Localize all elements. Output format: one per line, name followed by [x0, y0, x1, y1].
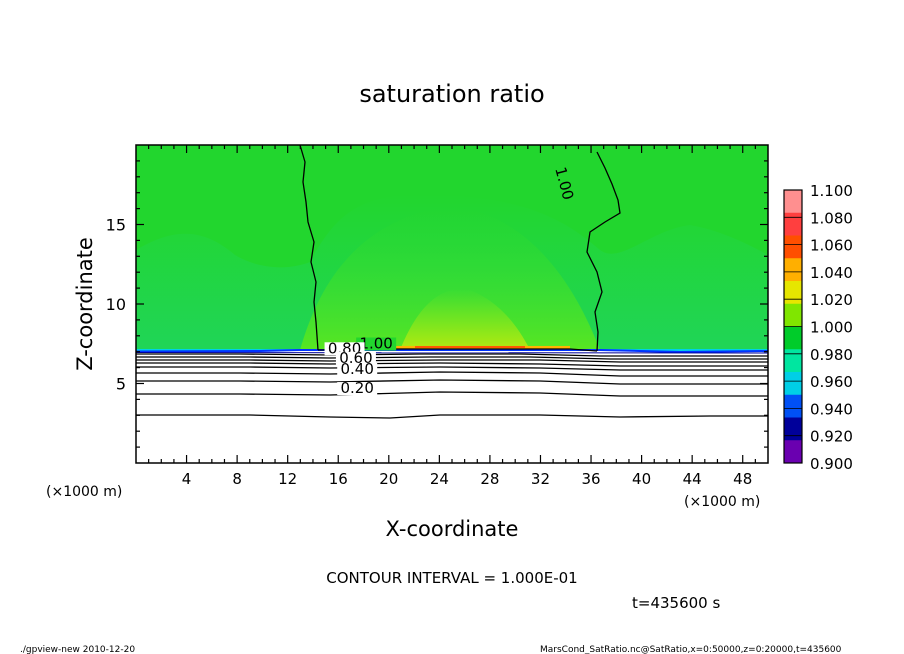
contour-lines: [136, 145, 768, 419]
colorbar-swatch: [784, 349, 802, 373]
contour-labels: 1.001.000.800.600.400.20: [324, 165, 577, 397]
contour-label-text: 0.60: [339, 349, 372, 367]
contour-label: 0.60: [335, 349, 376, 367]
contour-label-text: 1.00: [359, 335, 392, 353]
contour-label: 1.00: [356, 335, 397, 353]
contour-0.80: [136, 353, 768, 357]
colorbar-label: 0.940: [810, 400, 853, 418]
contour-label-bg: [337, 382, 378, 396]
y-tick-label: 5: [116, 375, 126, 394]
colorbar-label: 0.900: [810, 455, 853, 473]
contour-0.40: [136, 371, 768, 377]
x-tick-label: 8: [232, 470, 242, 488]
x-tick-label: 20: [379, 470, 398, 488]
colorbar-label: 1.060: [810, 237, 853, 255]
x-tick-label: 44: [683, 470, 702, 488]
colorbar-label: 0.920: [810, 428, 853, 446]
contour-0.60: [136, 362, 768, 367]
colorbar-label: 1.000: [810, 319, 853, 337]
y-tick-label: 15: [106, 216, 126, 235]
colorbar-label: 1.020: [810, 291, 853, 309]
colorbar-swatch: [784, 303, 802, 327]
contour-label-text: 0.40: [340, 360, 373, 378]
contour-1.00-left: [299, 145, 319, 351]
x-tick-label: 48: [733, 470, 752, 488]
colorbar-swatch: [784, 394, 802, 418]
colorbar-label: 0.980: [810, 346, 853, 364]
colorbar-swatch: [784, 417, 802, 441]
contour-0.30: [136, 379, 768, 385]
colorbar-swatch: [784, 212, 802, 236]
x-tick-label: 12: [278, 470, 297, 488]
colorbar-swatch: [784, 440, 802, 464]
contour-label: 0.20: [337, 379, 378, 397]
contour-0.20: [136, 391, 768, 397]
colorbar-label: 1.100: [810, 182, 853, 200]
contour-1.00-right: [586, 151, 621, 352]
colorbar-swatch: [784, 258, 802, 282]
colorbar-swatch: [784, 235, 802, 259]
contour-0.50: [136, 366, 768, 371]
x-tick-label: 24: [430, 470, 449, 488]
x-axis-label: X-coordinate: [386, 517, 519, 541]
y-axis: 5 10 15: [106, 160, 768, 448]
colorbar-label: 1.080: [810, 209, 853, 227]
x-tick-label: 28: [480, 470, 499, 488]
chart-title: saturation ratio: [359, 80, 544, 108]
colorbar: 1.100 1.080 1.060 1.040 1.020 1.000 0.980 0.960…: [783, 182, 853, 473]
y-tick-label: 10: [106, 295, 126, 314]
y-axis-label: Z-coordinate: [73, 237, 97, 371]
x-unit-left: (×1000 m): [46, 484, 122, 500]
contour-0.70: [136, 359, 768, 363]
colorbar-swatch: [784, 281, 802, 305]
time-text: t=435600 s: [632, 594, 720, 612]
colorbar-label: 1.040: [810, 264, 853, 282]
contour-0.80-b: [136, 356, 768, 360]
colorbar-swatch: [784, 372, 802, 396]
contour-0.10: [136, 414, 768, 419]
colorbar-swatch: [784, 190, 802, 214]
x-tick-label: 32: [531, 470, 550, 488]
x-tick-label: 16: [329, 470, 348, 488]
footer-left: ./gpview-new 2010-12-20: [20, 645, 135, 654]
colorbar-swatch: [784, 326, 802, 350]
heatmap-field: [136, 145, 768, 463]
contour-label-bg: [356, 337, 397, 351]
x-tick-label: 36: [581, 470, 600, 488]
x-tick-label: 40: [632, 470, 651, 488]
contour-label: 0.40: [337, 360, 378, 378]
footer-right: MarsCond_SatRatio.nc@SatRatio,x=0:50000,…: [540, 645, 842, 654]
contour-label-bg: [337, 362, 378, 376]
x-tick-label: 4: [182, 470, 192, 488]
colorbar-label: 0.960: [810, 373, 853, 391]
contour-interval-text: CONTOUR INTERVAL = 1.000E-01: [326, 569, 577, 587]
x-axis: 4 8 12 16 20 24 28 32 36 40 44 48: [148, 145, 756, 488]
x-unit-right: (×1000 m): [684, 494, 760, 510]
contour-label-text: 0.20: [340, 379, 373, 397]
contour-label-bg: [335, 351, 376, 365]
